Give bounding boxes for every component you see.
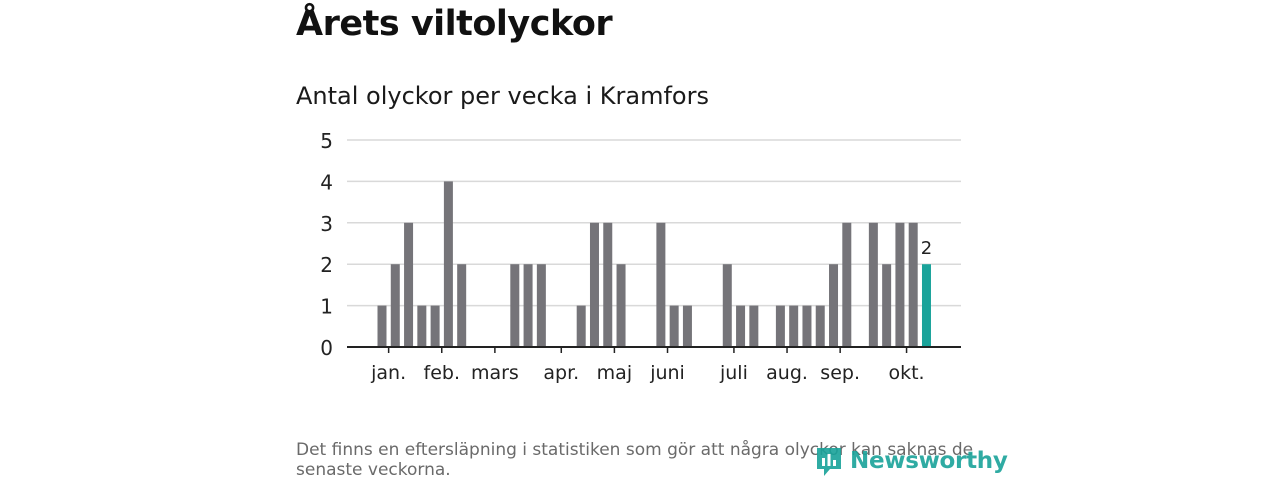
x-axis	[347, 346, 961, 353]
x-tick-label: apr.	[543, 362, 579, 384]
bar	[656, 222, 666, 347]
bar	[390, 264, 400, 347]
y-tick-label: 3	[320, 212, 333, 236]
footnote: Det finns en eftersläpning i statistiken…	[296, 440, 974, 480]
bar	[616, 264, 626, 347]
chart-title: Antal olyckor per vecka i Kramfors	[296, 82, 709, 110]
bars	[377, 181, 931, 347]
bar	[417, 305, 427, 347]
x-tick-label: mars	[471, 362, 519, 384]
bar	[722, 264, 732, 347]
y-tick-label: 4	[320, 170, 333, 194]
newsworthy-logo-icon	[817, 448, 841, 476]
bar	[510, 264, 520, 347]
bar	[842, 222, 852, 347]
bar	[921, 264, 931, 347]
y-tick-label: 1	[320, 295, 333, 319]
bar	[775, 305, 785, 347]
newsworthy-logo[interactable]: Newsworthy	[814, 444, 1008, 478]
bar	[404, 222, 414, 347]
x-tick-label: sep.	[820, 362, 860, 384]
bar	[576, 305, 586, 347]
bar	[895, 222, 905, 347]
bar	[829, 264, 839, 347]
bar	[868, 222, 878, 347]
y-tick-label: 5	[320, 129, 333, 153]
x-tick-label: juni	[649, 362, 685, 384]
bar	[669, 305, 679, 347]
bar	[749, 305, 759, 347]
data-labels: 2	[921, 238, 932, 259]
y-tick-label: 0	[320, 336, 333, 360]
y-tick-label: 2	[320, 253, 333, 277]
bar	[443, 181, 453, 347]
x-tick-label: jan.	[370, 362, 406, 384]
x-tick-label: feb.	[424, 362, 460, 384]
bar	[457, 264, 467, 347]
bar	[908, 222, 918, 347]
bar	[882, 264, 892, 347]
logo-text: Newsworthy	[850, 448, 1008, 474]
bar	[377, 305, 387, 347]
x-tick-labels: jan. feb. mars apr. maj juni juli aug. sep. okt.	[370, 362, 924, 384]
x-tick-label: aug.	[766, 362, 808, 384]
x-tick-label: okt.	[888, 362, 924, 384]
bar	[736, 305, 746, 347]
bar	[802, 305, 812, 347]
page-title: Årets viltolyckor	[296, 4, 613, 44]
bar	[536, 264, 546, 347]
bar	[589, 222, 599, 347]
bar	[603, 222, 613, 347]
bar	[789, 305, 799, 347]
bar	[682, 305, 692, 347]
bar	[523, 264, 533, 347]
bar	[815, 305, 825, 347]
y-tick-labels: 0 1 2 3 4 5	[320, 129, 333, 360]
data-label: 2	[921, 238, 932, 259]
x-tick-label: juli	[719, 362, 748, 384]
x-tick-label: maj	[597, 362, 632, 384]
bar	[430, 305, 440, 347]
